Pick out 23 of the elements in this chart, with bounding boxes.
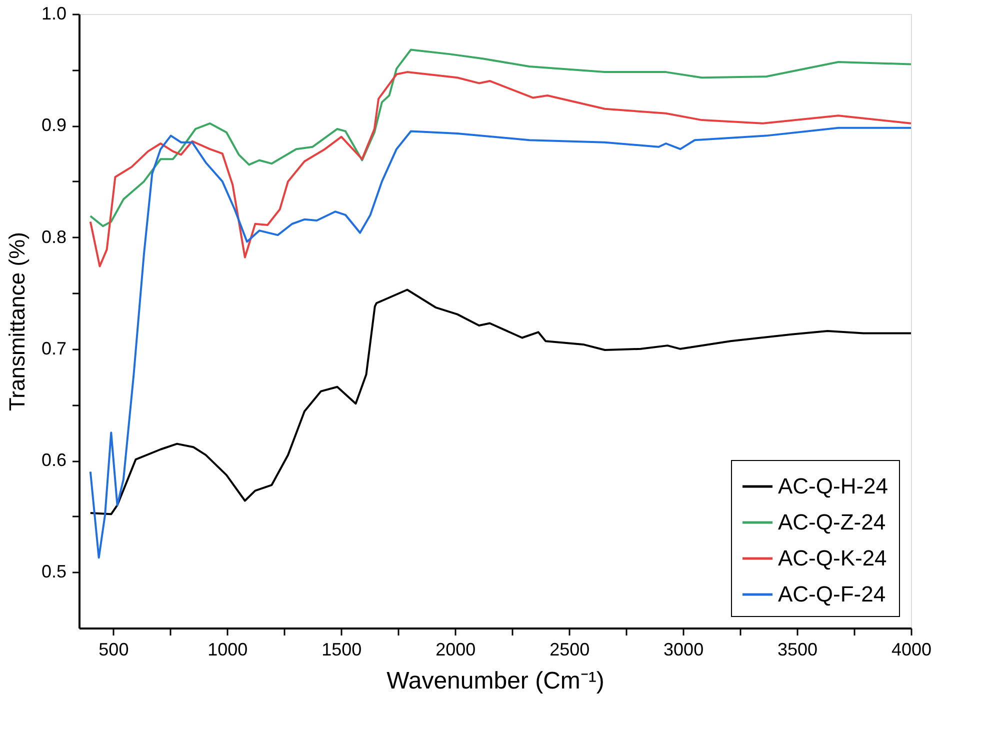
x-tick-label: 2500: [550, 640, 590, 660]
y-tick-label: 0.6: [41, 450, 66, 470]
x-tick-label: 4000: [891, 640, 932, 660]
x-tick-label: 1000: [208, 640, 248, 660]
y-tick-label: 0.5: [41, 562, 66, 582]
line-series: [89, 288, 912, 516]
y-axis-title: Transmittance (%): [4, 232, 30, 411]
x-axis-title: Wavenumber (Cm⁻¹): [386, 668, 604, 694]
line-series: [89, 71, 912, 268]
y-tick-label: 0.9: [41, 115, 66, 136]
x-tick-label: 3500: [778, 640, 818, 660]
x-tick-label: 500: [98, 640, 129, 660]
x-tick-label: 3000: [664, 640, 704, 660]
legend-label: AC-Q-F-24: [778, 582, 886, 606]
x-tick-label: 1500: [322, 640, 362, 660]
legend-label: AC-Q-H-24: [778, 474, 888, 498]
line-series: [89, 48, 912, 228]
y-tick-label: 0.7: [41, 338, 66, 358]
y-tick-label: 0.8: [41, 226, 66, 247]
legend-label: AC-Q-Z-24: [778, 510, 886, 534]
legend-label: AC-Q-K-24: [778, 546, 887, 570]
y-tick-label: 1.0: [41, 4, 66, 24]
x-tick-label: 2000: [436, 640, 476, 660]
